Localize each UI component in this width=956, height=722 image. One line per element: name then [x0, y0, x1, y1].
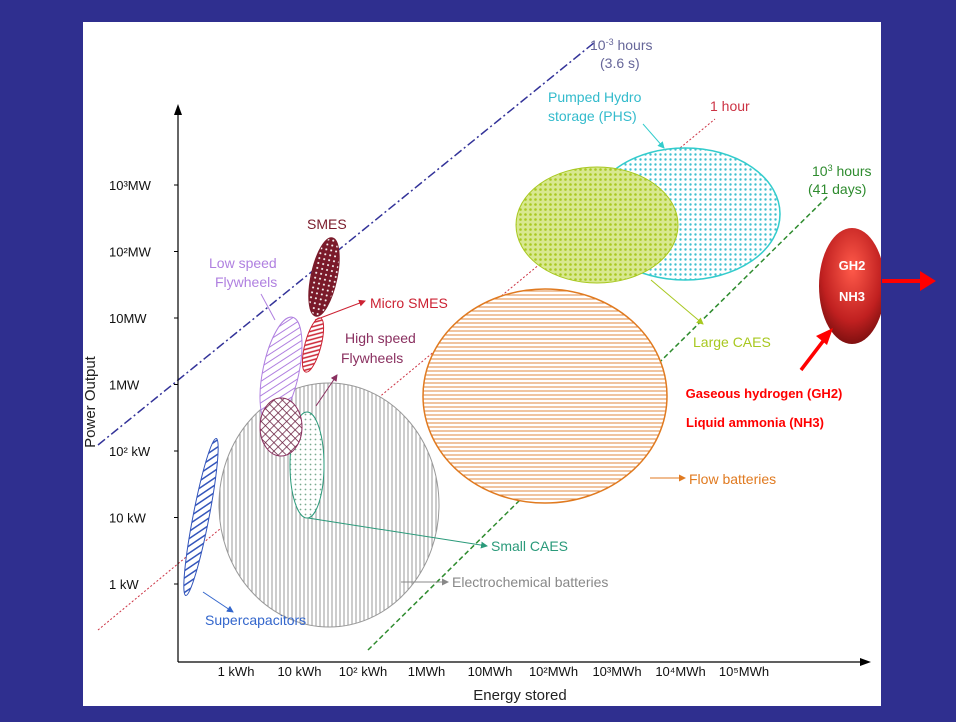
x-tick-label: 10²MWh: [529, 664, 578, 679]
leader-small-caes: [307, 517, 488, 549]
label-1e3-hours: 103 hours: [812, 163, 872, 179]
y-axis-title: Power Output: [83, 355, 99, 448]
caption-gaseous-hydrogen: Gaseous hydrogen (GH2): [686, 386, 843, 401]
label-electrochemical-batteries: Electrochemical batteries: [452, 574, 608, 590]
x-tick-label: 10² kWh: [339, 664, 387, 679]
chart-svg: 1 kW 10 kW 10² kW 1MW 10MW 10²MW 10³MW 1 kWh 10…: [83, 37, 881, 704]
x-axis-arrow: [860, 658, 871, 666]
x-tick-label: 10⁵MWh: [719, 664, 769, 679]
gh2-nh3-ball: [819, 228, 881, 344]
leader-large-caes: [650, 279, 704, 325]
label-pumped-hydro-1: Pumped Hydro: [548, 89, 642, 105]
x-ticks: 1 kWh 10 kWh 10² kWh 1MWh 10MWh 10²MWh 10³MWh 1…: [218, 664, 770, 679]
leader-pumped-hydro: [642, 123, 665, 149]
x-tick-label: 1 kWh: [218, 664, 255, 679]
y-tick-label: 10MW: [109, 311, 147, 326]
ball-label-nh3: NH3: [839, 289, 865, 304]
annotation-arrow-up-head: [816, 328, 833, 345]
chart-panel: 1 kW 10 kW 10² kW 1MW 10MW 10²MW 10³MW 1 kWh 10…: [83, 22, 881, 706]
leader-high-speed-flywheels: [315, 374, 338, 407]
line-1e-3-hours: [97, 41, 596, 446]
y-tick-label: 10³MW: [109, 178, 152, 193]
label-low-speed-flywheels-2: Flywheels: [215, 274, 277, 290]
label-1-hour: 1 hour: [710, 98, 750, 114]
leader-micro-smes: [314, 299, 366, 321]
region-smes: [308, 237, 340, 317]
x-tick-label: 1MWh: [408, 664, 446, 679]
annotation-arrow-up: [799, 334, 829, 372]
region-supercapacitors: [183, 437, 219, 597]
x-tick-label: 10⁴MWh: [655, 664, 705, 679]
label-1e3-hours-sub: (41 days): [808, 181, 866, 197]
x-tick-label: 10³MWh: [592, 664, 641, 679]
label-high-speed-flywheels-1: High speed: [345, 330, 416, 346]
label-1e-3-hours-sub: (3.6 s): [600, 55, 640, 71]
x-tick-label: 10 kWh: [277, 664, 321, 679]
label-small-caes: Small CAES: [491, 538, 568, 554]
x-tick-label: 10MWh: [468, 664, 513, 679]
region-high-speed-flywheels: [259, 397, 303, 457]
y-tick-label: 1 kW: [109, 577, 139, 592]
label-supercapacitors: Supercapacitors: [205, 612, 306, 628]
label-high-speed-flywheels-2: Flywheels: [341, 350, 403, 366]
leader-supercapacitors: [202, 591, 234, 613]
ball-label-gh2: GH2: [839, 258, 866, 273]
leader-low-speed-flywheels: [260, 293, 276, 321]
label-1e-3-hours: 10-3 hours: [590, 37, 653, 53]
label-low-speed-flywheels-1: Low speed: [209, 255, 277, 271]
region-flow-batteries: [422, 288, 668, 504]
region-electrochemical-batteries: [218, 382, 440, 628]
caption-liquid-ammonia: Liquid ammonia (NH3): [686, 415, 824, 430]
y-ticks: 1 kW 10 kW 10² kW 1MW 10MW 10²MW 10³MW: [109, 178, 178, 592]
x-axis-title: Energy stored: [473, 687, 566, 704]
label-micro-smes: Micro SMES: [370, 295, 448, 311]
label-pumped-hydro-2: storage (PHS): [548, 108, 637, 124]
exit-arrow: [882, 271, 936, 291]
y-tick-label: 10 kW: [109, 511, 147, 526]
region-large-caes: [515, 166, 679, 284]
y-tick-label: 10²MW: [109, 245, 152, 260]
y-tick-label: 1MW: [109, 378, 140, 393]
y-tick-label: 10² kW: [109, 444, 151, 459]
label-large-caes: Large CAES: [693, 334, 771, 350]
label-smes: SMES: [307, 216, 347, 232]
label-flow-batteries: Flow batteries: [689, 471, 776, 487]
y-axis-arrow: [174, 104, 182, 115]
